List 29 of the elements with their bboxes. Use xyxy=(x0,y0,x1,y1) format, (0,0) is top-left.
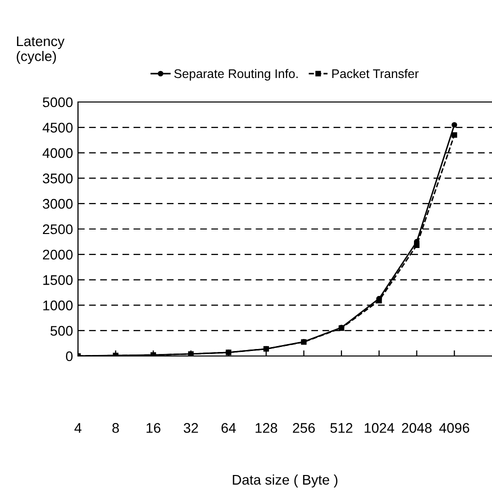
y-tick-label: 1500 xyxy=(43,275,73,285)
point xyxy=(414,242,420,248)
y-tick-label: 4500 xyxy=(42,122,73,133)
x-tick-label: 2048 xyxy=(402,423,432,433)
x-tick-label: 16 xyxy=(146,423,160,433)
point xyxy=(452,132,458,138)
y-axis-title: Latency (cycle) xyxy=(16,36,65,64)
y-tick-label: 3500 xyxy=(42,174,73,184)
y-tick-label: 0 xyxy=(66,351,73,362)
y-tick-label: 4000 xyxy=(42,148,73,158)
point xyxy=(452,122,458,128)
y-tick-label: 2500 xyxy=(42,224,73,234)
x-tick-label: 4096 xyxy=(439,423,470,433)
x-tick-label: 64 xyxy=(222,423,236,433)
x-tick-label: 256 xyxy=(292,423,315,433)
legend-label: Separate Routing Info. xyxy=(174,68,298,81)
legend-label: Packet Transfer xyxy=(332,68,419,78)
y-tick-label: 2000 xyxy=(42,250,73,260)
x-tick-label: 512 xyxy=(330,423,352,433)
x-tick-label: 1024 xyxy=(364,423,394,433)
x-axis-title: Data size ( Byte ) xyxy=(232,474,338,488)
x-tick-label: 4 xyxy=(74,423,82,433)
y-tick-label: 1000 xyxy=(43,300,73,310)
x-tick-label: 32 xyxy=(184,423,198,433)
x-tick-label: 128 xyxy=(256,423,278,433)
x-tick-label: 8 xyxy=(112,423,119,433)
y-tick-label: 5000 xyxy=(42,97,73,108)
y-tick-label: 500 xyxy=(50,326,73,336)
y-tick-label: 3000 xyxy=(42,198,73,209)
